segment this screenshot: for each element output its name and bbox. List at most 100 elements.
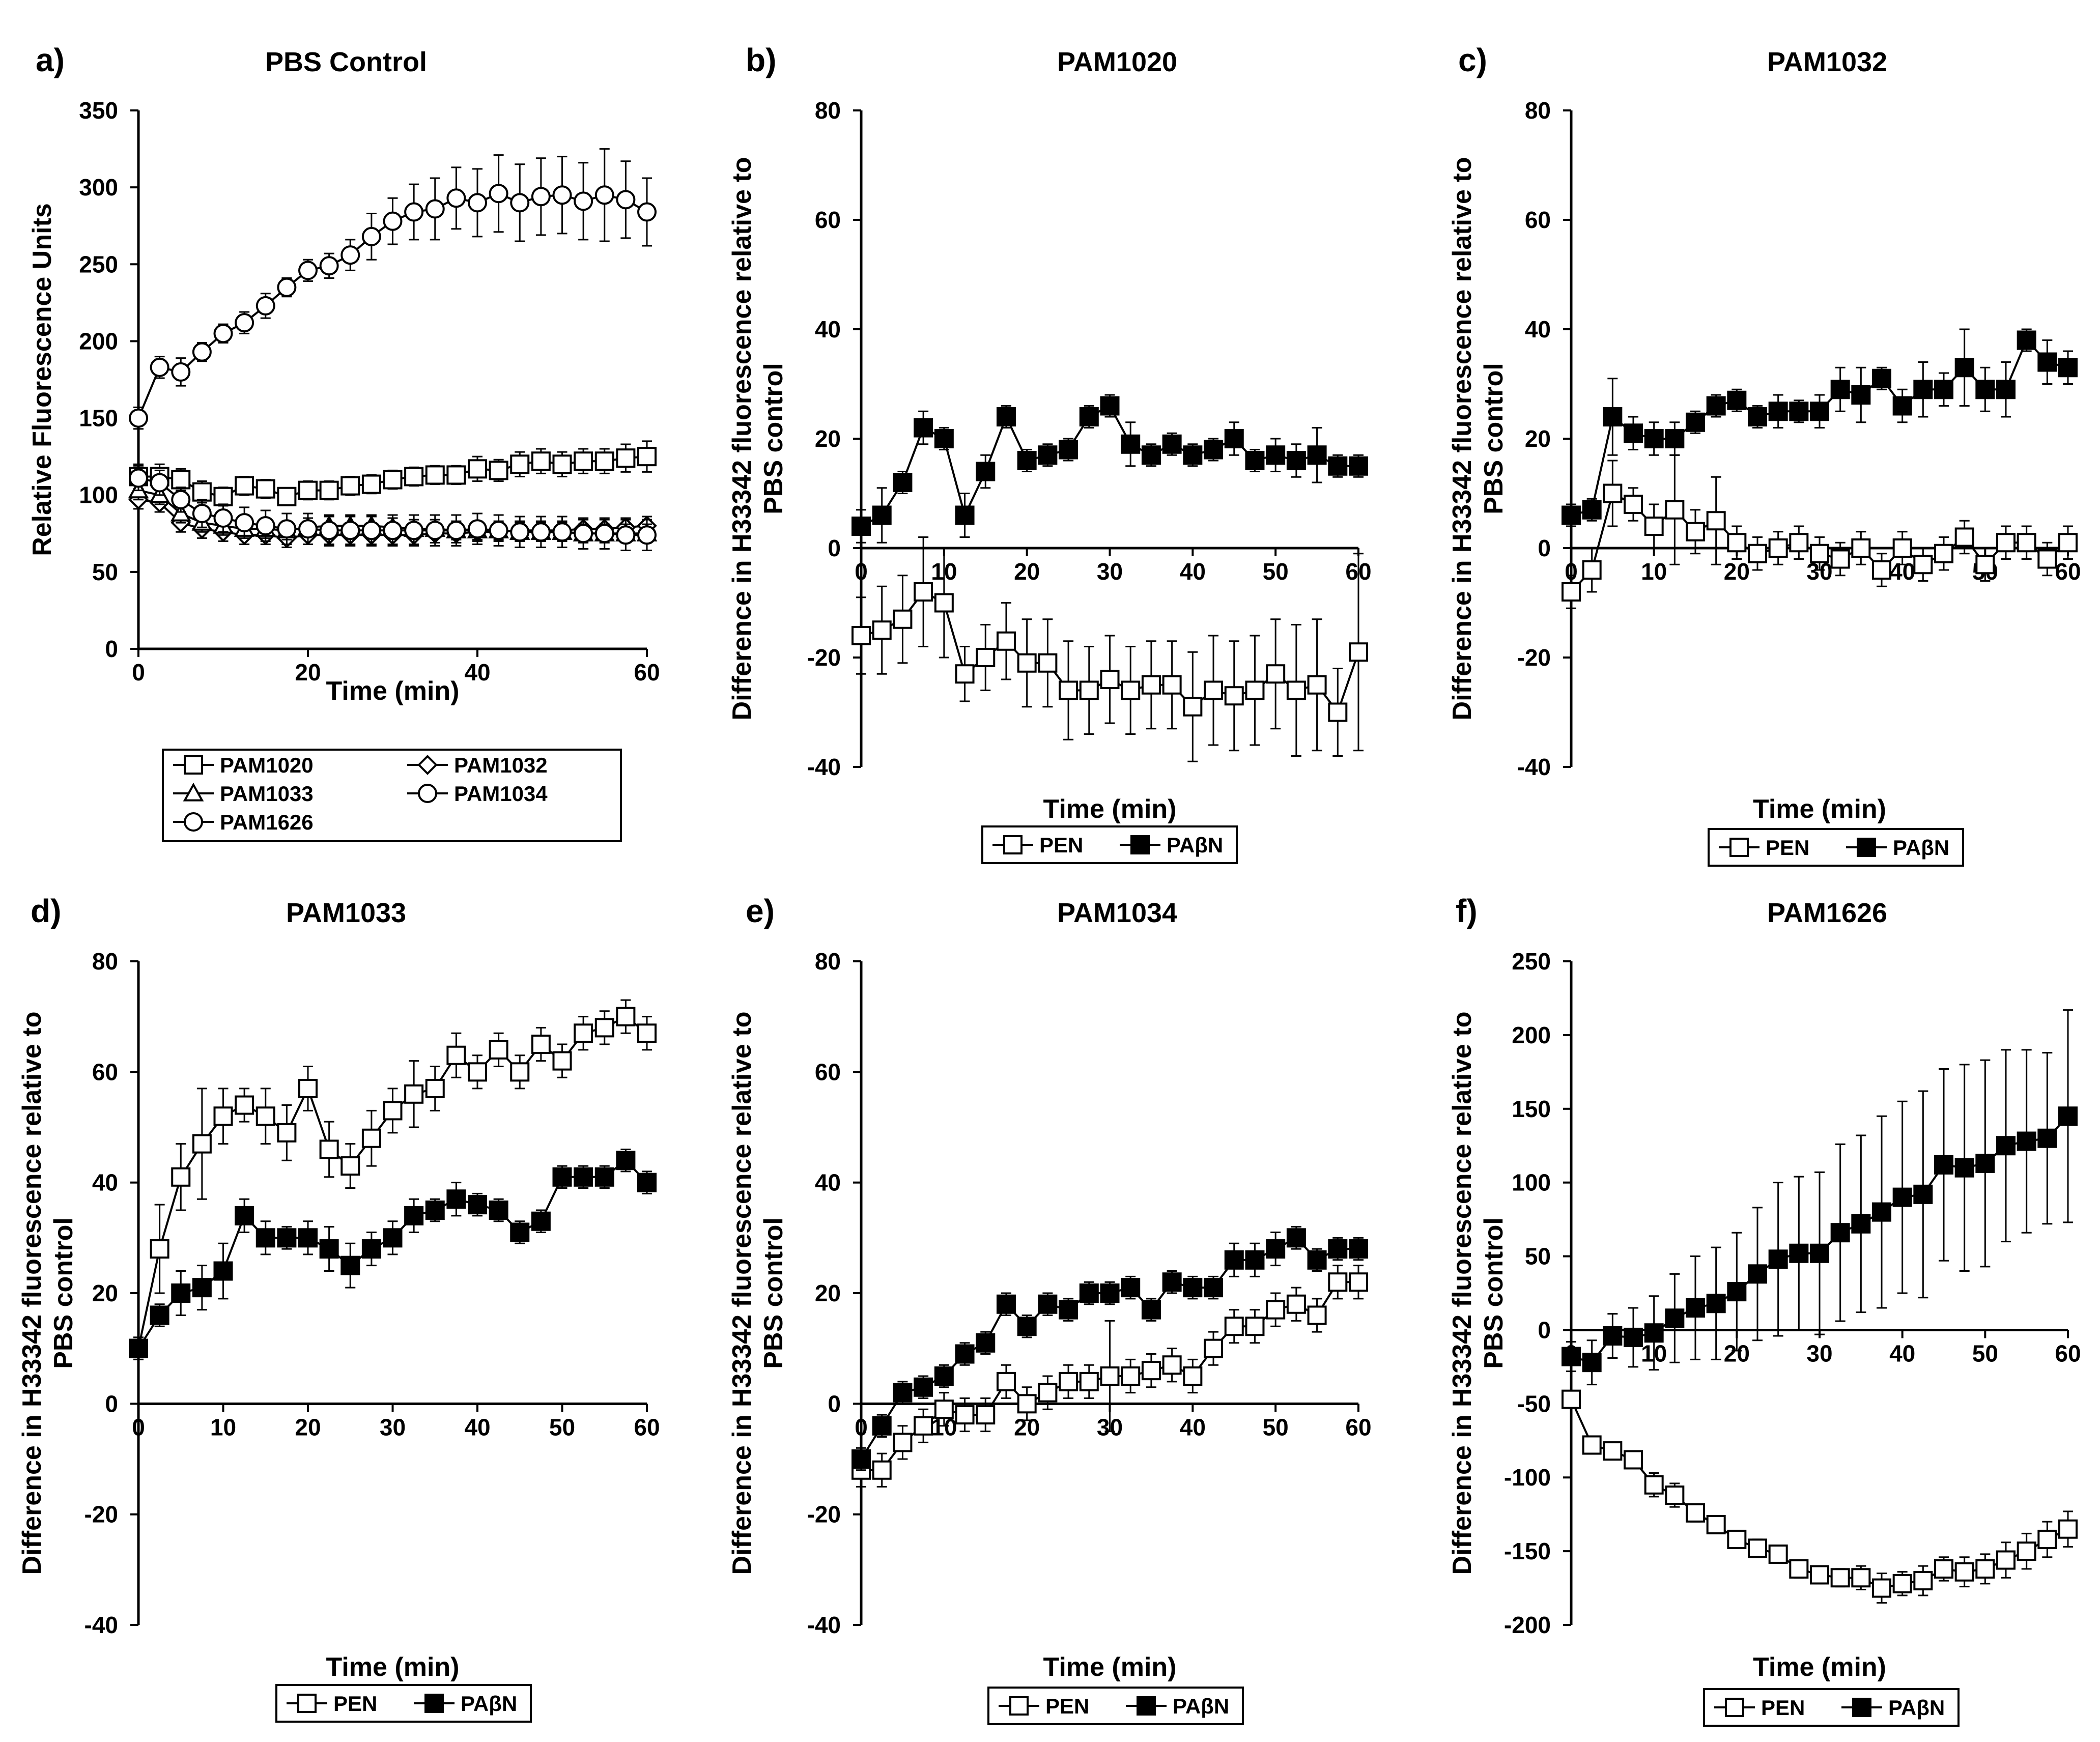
y-tick-label: 150 bbox=[1512, 1096, 1551, 1122]
data-point bbox=[2037, 549, 2057, 569]
data-point bbox=[277, 1228, 297, 1248]
data-point bbox=[1603, 1326, 1623, 1346]
data-point bbox=[1100, 670, 1120, 689]
data-point bbox=[852, 626, 871, 645]
data-point bbox=[1706, 396, 1726, 416]
x-tick-label: 20 bbox=[1014, 558, 1040, 585]
data-point bbox=[1059, 680, 1079, 700]
data-point bbox=[192, 1134, 212, 1154]
data-point bbox=[1644, 1475, 1664, 1495]
data-point bbox=[404, 467, 424, 487]
series-pa-n bbox=[1562, 1009, 2078, 1386]
data-point bbox=[914, 1416, 933, 1436]
data-point bbox=[1266, 1300, 1286, 1320]
data-point bbox=[235, 476, 254, 496]
data-point bbox=[383, 1101, 403, 1121]
data-point bbox=[361, 1128, 381, 1148]
data-point bbox=[1686, 412, 1705, 432]
data-point bbox=[298, 519, 318, 539]
y-axis-label: Relative Fluorescence Units bbox=[27, 203, 57, 556]
data-point bbox=[1934, 1155, 1953, 1175]
y-tick-label: 0 bbox=[828, 1390, 841, 1417]
data-point bbox=[1954, 527, 1974, 547]
x-tick-label: 50 bbox=[1972, 1340, 1998, 1366]
data-point bbox=[1266, 664, 1286, 684]
data-point bbox=[192, 342, 212, 362]
y-tick-label: 0 bbox=[105, 636, 118, 662]
y-axis-label: Difference in H33342 fluorescence relati… bbox=[1448, 157, 1477, 721]
legend-item: PAM1020 bbox=[173, 753, 314, 777]
data-point bbox=[2017, 1131, 2036, 1151]
data-point bbox=[235, 1095, 254, 1115]
data-point bbox=[1017, 451, 1037, 470]
data-point bbox=[1603, 407, 1623, 426]
data-point bbox=[1686, 1503, 1705, 1523]
legend-label: PAM1034 bbox=[454, 782, 548, 806]
x-axis-label: Time (min) bbox=[1043, 794, 1177, 824]
data-point bbox=[1059, 1300, 1079, 1320]
data-point bbox=[1665, 1308, 1685, 1328]
data-point bbox=[1851, 1214, 1871, 1234]
series-pam1626 bbox=[129, 148, 657, 430]
data-point bbox=[2017, 330, 2036, 350]
legend-label: PAM1020 bbox=[220, 753, 314, 777]
data-point bbox=[574, 1167, 593, 1187]
data-point bbox=[976, 1405, 996, 1425]
data-point bbox=[1349, 1239, 1368, 1259]
data-point bbox=[1789, 402, 1809, 421]
data-point bbox=[1266, 1239, 1286, 1259]
y-tick-label: 200 bbox=[79, 328, 118, 354]
data-point bbox=[1183, 697, 1203, 717]
y-tick-label: 60 bbox=[1525, 207, 1551, 233]
data-point bbox=[594, 524, 614, 544]
data-point bbox=[531, 451, 551, 471]
data-point bbox=[1562, 505, 1581, 525]
data-point bbox=[319, 480, 339, 500]
y-tick-label: -50 bbox=[1517, 1390, 1551, 1417]
data-point bbox=[319, 1239, 339, 1259]
x-tick-label: 40 bbox=[464, 1414, 490, 1440]
data-point bbox=[171, 490, 191, 509]
data-point bbox=[914, 418, 933, 438]
data-point bbox=[893, 473, 913, 492]
data-point bbox=[1644, 429, 1664, 448]
data-point bbox=[171, 470, 191, 490]
data-point bbox=[955, 1344, 975, 1364]
y-tick-label: -200 bbox=[1504, 1612, 1551, 1638]
data-point bbox=[1892, 1187, 1912, 1207]
y-tick-label: -20 bbox=[807, 644, 841, 671]
x-tick-label: 50 bbox=[1263, 1414, 1289, 1440]
chart-title: PAM1034 bbox=[1057, 898, 1177, 928]
legend-marker bbox=[1725, 1698, 1744, 1717]
x-tick-label: 20 bbox=[295, 1414, 321, 1440]
chart-panel-f: f)PAM1626-200-150-100-500501001502002500… bbox=[1448, 893, 2081, 1727]
data-point bbox=[1121, 1366, 1141, 1386]
data-point bbox=[298, 261, 318, 280]
y-axis-label: PBS control bbox=[759, 363, 788, 515]
data-point bbox=[616, 525, 636, 545]
legend-marker bbox=[1003, 835, 1023, 854]
data-point bbox=[235, 1206, 254, 1225]
data-point bbox=[1768, 1544, 1788, 1564]
legend: PAM1020 PAM1032 PAM1033 PAM1034 PAM1626 bbox=[162, 749, 622, 842]
data-point bbox=[129, 1338, 148, 1358]
x-axis-label: Time (min) bbox=[326, 1652, 460, 1682]
data-point bbox=[213, 1106, 233, 1126]
x-tick-label: 60 bbox=[1345, 1414, 1371, 1440]
data-point bbox=[1810, 1243, 1829, 1263]
data-point bbox=[213, 324, 233, 344]
data-point bbox=[594, 1018, 614, 1038]
data-point bbox=[510, 1222, 530, 1242]
legend-item: PAM1033 bbox=[173, 782, 314, 806]
legend-label: PEN bbox=[1761, 1696, 1805, 1720]
legend-label: PEN bbox=[1766, 836, 1809, 860]
legend-marker bbox=[418, 784, 437, 803]
data-point bbox=[2058, 1106, 2078, 1126]
legend-label: PAβN bbox=[1167, 833, 1223, 857]
data-point bbox=[1100, 1366, 1120, 1386]
data-point bbox=[1934, 1559, 1953, 1579]
series-pam1020 bbox=[129, 440, 657, 507]
data-point bbox=[1307, 1305, 1327, 1325]
data-point bbox=[1872, 1202, 1891, 1222]
data-point bbox=[1830, 1568, 1850, 1588]
